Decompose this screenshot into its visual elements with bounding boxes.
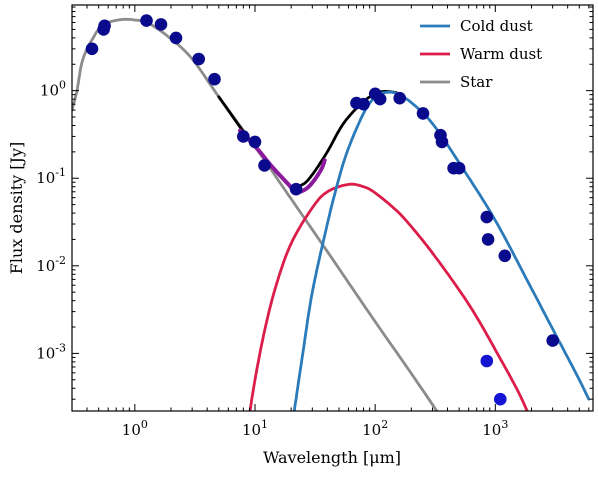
legend-label: Star	[460, 73, 493, 91]
data-point	[140, 14, 153, 27]
data-point	[237, 130, 250, 143]
plot-frame	[71, 4, 594, 412]
data-point	[373, 92, 387, 106]
data-point	[169, 31, 183, 45]
y-tick-label: 100	[40, 79, 66, 100]
data-point	[494, 392, 507, 406]
x-tick-label: 100	[122, 418, 148, 439]
data-point	[192, 52, 205, 66]
y-tick-label: 10-2	[36, 254, 66, 275]
data-point	[452, 161, 466, 175]
data-point	[480, 210, 494, 224]
x-tick-label: 101	[242, 418, 268, 439]
legend-label: Warm dust	[460, 45, 542, 63]
y-tick-label: 10-3	[36, 341, 66, 362]
data-point	[258, 159, 271, 172]
markers-layer	[85, 14, 559, 406]
data-point	[98, 19, 111, 33]
data-point	[289, 182, 303, 196]
data-point	[498, 249, 512, 263]
data-point	[481, 233, 495, 246]
data-point	[248, 135, 262, 149]
series-line-warm-dust	[248, 182, 529, 411]
data-point	[435, 135, 449, 149]
data-point	[393, 91, 407, 105]
data-point	[357, 97, 370, 111]
data-point	[154, 18, 168, 31]
data-point	[546, 334, 559, 347]
x-axis-label: Wavelength [μm]	[263, 448, 401, 467]
data-point	[85, 42, 99, 56]
y-axis-label: Flux density [Jy]	[7, 142, 26, 274]
data-point	[416, 107, 430, 120]
legend-label: Cold dust	[460, 17, 533, 35]
x-tick-label: 103	[482, 418, 508, 439]
y-tick-label: 10-1	[36, 166, 66, 187]
data-point	[208, 72, 221, 86]
ticks-layer: 100 101 102 103 10-3 10-2 10-1 100	[36, 5, 593, 439]
x-tick-label: 102	[362, 418, 388, 439]
legend: Cold dust Warm dust Star	[420, 17, 542, 91]
data-point	[480, 354, 494, 368]
